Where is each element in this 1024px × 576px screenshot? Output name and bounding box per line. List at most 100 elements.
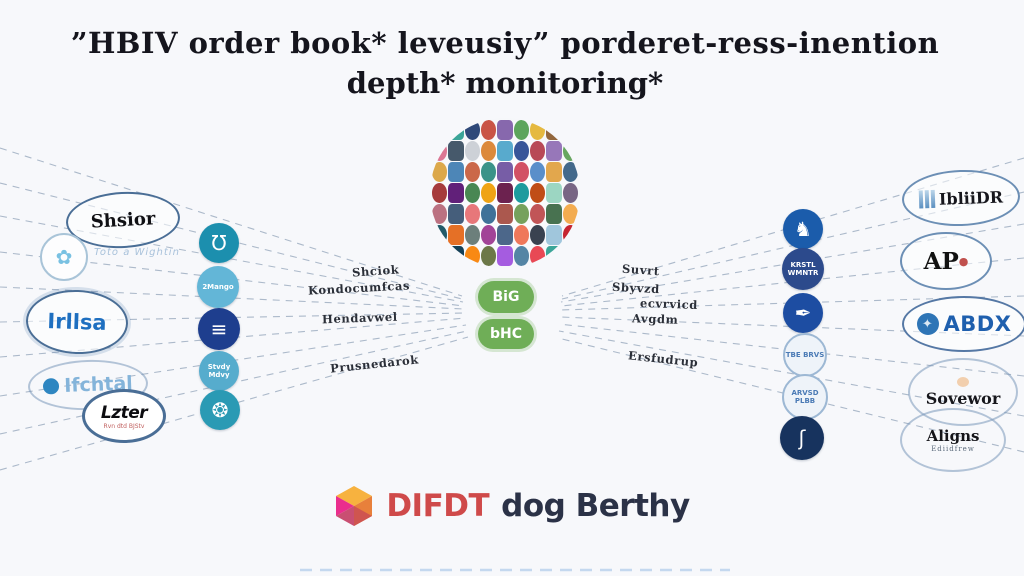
seal-icon[interactable]: KRSTL WMNTR	[782, 248, 824, 290]
spiral-icon-glyph: ❂	[211, 398, 229, 422]
cluster-logo-dot	[562, 246, 578, 266]
bubble-aligns-label: Aligns	[926, 427, 980, 445]
cluster-logo-dot	[546, 141, 562, 161]
cluster-logo-dot	[513, 225, 529, 245]
face-icon	[957, 376, 969, 387]
cluster-logo-dot	[448, 120, 464, 140]
bubble-irllsa-label: Irllsa	[46, 308, 108, 336]
stream-label-right-0: Suvrt	[621, 261, 661, 279]
cluster-logo-dot	[448, 225, 464, 245]
bubble-lzter[interactable]: Lzter Rvn dtd BJStv	[82, 389, 166, 443]
cluster-logo-dot	[480, 225, 497, 245]
bubble-aligns-subtext: Ediidfrew	[931, 445, 975, 453]
bubble-abdx[interactable]: ✦ ABDX	[902, 296, 1024, 352]
cluster-logo-dot	[497, 162, 513, 182]
dove-icon[interactable]: ♞	[783, 209, 823, 249]
bubble-lzter-subtext: Rvn dtd BJStv	[103, 422, 145, 430]
cluster-logo-dot	[513, 183, 529, 203]
cluster-logo-dot	[464, 225, 480, 245]
cluster-logo-dot	[562, 183, 578, 203]
cluster-logo-dot	[546, 246, 562, 266]
dove-icon-glyph: ♞	[794, 217, 812, 241]
cluster-logo-dot	[432, 204, 448, 224]
cluster-logo-dot	[546, 183, 562, 203]
cluster-logo-dot	[432, 246, 448, 266]
cluster-logo-dot	[432, 120, 448, 140]
cluster-logo-dot	[432, 183, 448, 203]
center-badge-bhc[interactable]: bHC	[478, 319, 534, 349]
bubble-ap-label: AP	[923, 247, 959, 275]
swoosh-icon-glyph: ʃ	[798, 426, 806, 450]
bubble-sovewor[interactable]: Sovewor	[908, 358, 1018, 426]
brand-name-secondary: dog Berthy	[501, 488, 690, 524]
mango-icon-glyph: 2Mango	[202, 282, 234, 291]
badge-annotation: Toto a Wightin	[94, 247, 180, 258]
cluster-logo-dot	[562, 141, 578, 161]
cluster-logo-dot	[562, 204, 578, 224]
cluster-logo-dot	[448, 204, 464, 224]
center-badge-big[interactable]: BiG	[478, 281, 534, 313]
lines-icon[interactable]: ≡	[198, 308, 240, 350]
cluster-logo-dot	[513, 246, 529, 266]
page-title: ”HBIV order book* leveusiy” porderet-res…	[0, 26, 1010, 100]
logo-cluster	[430, 118, 580, 268]
cluster-logo-dot	[448, 246, 464, 266]
cluster-logo-dot	[497, 204, 513, 224]
cup-icon[interactable]: Ʊ	[199, 223, 239, 263]
cluster-logo-dot	[529, 183, 546, 203]
title-line-1: ”HBIV order book* leveusiy” porderet-res…	[70, 26, 940, 60]
bubble-sovewor-label: Sovewor	[925, 388, 1001, 408]
cluster-logo-dot	[448, 183, 464, 203]
smalltext-icon[interactable]: Stvdy Mdvy	[199, 351, 239, 391]
cluster-logo-dot	[480, 120, 497, 140]
cluster-logo-dot	[529, 162, 546, 182]
cluster-logo-dot	[448, 141, 464, 161]
bubble-ap[interactable]: AP ●	[900, 232, 992, 290]
ifchtal-logo-icon	[42, 378, 60, 395]
cluster-logo-dot	[546, 120, 562, 140]
cluster-logo-dot	[497, 225, 513, 245]
cluster-logo-dot	[529, 246, 546, 266]
emblem-icon-glyph: ✒	[794, 301, 812, 325]
cluster-logo-dot	[480, 246, 497, 266]
spiral-icon[interactable]: ❂	[200, 390, 240, 430]
emblem-icon[interactable]: ✒	[783, 293, 823, 333]
stamp-tde-icon[interactable]: TBE BRVS	[783, 333, 827, 377]
cluster-logo-dot	[464, 246, 480, 266]
bubble-lzter-label: Lzter	[100, 402, 148, 423]
cluster-logo-dot	[464, 141, 480, 161]
bubble-aligns[interactable]: Aligns Ediidfrew	[900, 408, 1006, 472]
cluster-logo-dot	[513, 141, 529, 161]
stream-label-left-2: Hendavwel	[321, 309, 398, 327]
swoosh-icon[interactable]: ʃ	[780, 416, 824, 460]
seal-icon-glyph: KRSTL WMNTR	[787, 260, 819, 277]
cluster-logo-dot	[546, 225, 562, 245]
stream-label-right-3: Avgdm	[631, 311, 679, 327]
mango-icon[interactable]: 2Mango	[197, 266, 239, 308]
bubble-shsior-label: Shsior	[90, 207, 156, 233]
cluster-logo-dot	[562, 162, 578, 182]
stamp-arvsd-icon[interactable]: ARVSD PLBB	[782, 374, 828, 420]
cluster-logo-dot	[480, 183, 497, 203]
cluster-logo-dot	[464, 120, 480, 140]
cluster-logo-dot	[432, 141, 448, 161]
columns-icon	[918, 189, 936, 209]
brand-name-primary: DIFDT	[386, 488, 490, 524]
footer-brand: DIFDT dog Berthy	[0, 484, 1024, 528]
cluster-logo-dot	[480, 162, 497, 182]
trophy-badge-icon[interactable]: ✿	[40, 233, 88, 281]
stream-label-right-2: ecvrvicd	[639, 295, 699, 313]
cluster-logo-dot	[513, 162, 529, 182]
bubble-ibliidr-label: IbliiDR	[938, 187, 1004, 209]
cluster-logo-dot	[497, 141, 513, 161]
cluster-logo-dot	[546, 162, 562, 182]
cluster-logo-dot	[448, 162, 464, 182]
stamp-arvsd-icon-glyph: ARVSD PLBB	[791, 388, 819, 405]
brand-gem-icon	[336, 486, 373, 526]
cluster-logo-dot	[432, 225, 448, 245]
cluster-logo-dot	[464, 183, 480, 203]
lines-icon-glyph: ≡	[210, 317, 228, 341]
cluster-logo-dot	[464, 204, 480, 224]
cluster-logo-dot	[480, 204, 497, 224]
